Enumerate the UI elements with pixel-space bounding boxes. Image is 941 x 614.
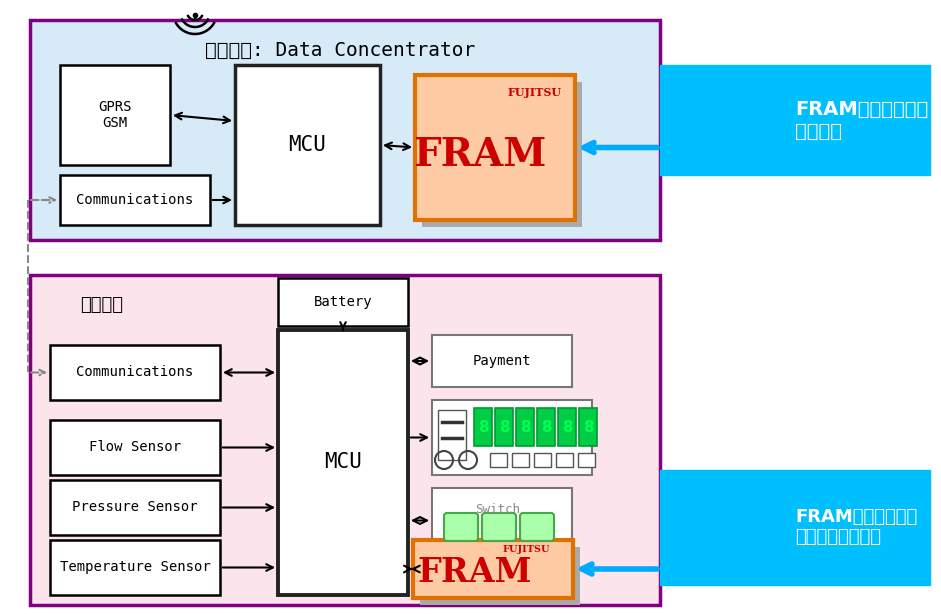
Bar [278,278,408,326]
Bar [556,453,573,467]
Text: FRAM: FRAM [413,136,547,174]
FancyBboxPatch shape [482,513,516,541]
Bar [579,408,597,446]
Text: 抄表系统: Data Concentrator: 抄表系统: Data Concentrator [205,41,475,60]
Bar [60,175,210,225]
Bar [50,480,220,535]
Bar [490,453,507,467]
Bar [413,540,573,598]
Bar [50,420,220,475]
Text: Communications: Communications [76,193,194,207]
Text: FRAM实时存储通信
日志数据: FRAM实时存储通信 日志数据 [795,99,928,141]
Bar [516,408,534,446]
Bar [278,330,408,595]
Text: 8: 8 [519,419,531,435]
Text: FRAM: FRAM [418,556,533,589]
Bar [438,410,466,460]
Bar [432,400,592,475]
Bar [415,75,575,220]
Text: Switch: Switch [475,503,520,516]
Bar [30,20,660,240]
Text: Temperature Sensor: Temperature Sensor [59,560,211,574]
Text: 8: 8 [582,419,594,435]
Bar [660,65,930,175]
Bar [50,540,220,595]
Bar [537,408,555,446]
Text: FUJITSU: FUJITSU [502,545,550,554]
Bar [432,488,572,553]
Bar [30,275,660,605]
Text: MCU: MCU [324,452,362,472]
Bar [512,453,529,467]
Text: 8: 8 [478,419,488,435]
Bar [534,453,551,467]
Bar [578,453,595,467]
Bar [50,345,220,400]
Text: GPRS
GSM: GPRS GSM [98,100,132,130]
Text: Pressure Sensor: Pressure Sensor [72,500,198,514]
Bar [495,408,513,446]
Bar [432,335,572,387]
Text: Payment: Payment [472,354,532,368]
Text: 计量系统: 计量系统 [80,296,123,314]
Text: 8: 8 [499,419,509,435]
Text: 8: 8 [541,419,551,435]
Bar [60,65,170,165]
Text: Battery: Battery [313,295,373,309]
Bar [474,408,492,446]
Bar [422,82,582,227]
FancyBboxPatch shape [520,513,554,541]
Text: FUJITSU: FUJITSU [508,88,562,98]
Text: Flow Sensor: Flow Sensor [89,440,181,454]
Bar [558,408,576,446]
Text: MCU: MCU [288,135,326,155]
Bar [420,547,580,605]
Text: 8: 8 [562,419,572,435]
Bar [235,65,380,225]
Text: FRAM实时存储水或
气的流量日志数据: FRAM实时存储水或 气的流量日志数据 [795,508,917,546]
Text: Communications: Communications [76,365,194,379]
Bar [660,470,930,585]
FancyBboxPatch shape [444,513,478,541]
